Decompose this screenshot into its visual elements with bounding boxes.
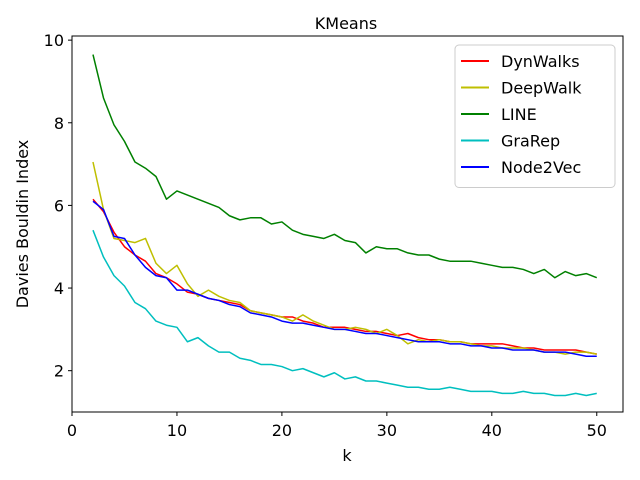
y-tick-label: 6 xyxy=(54,196,64,215)
y-axis: 2 4 6 8 10 xyxy=(44,31,72,381)
legend-label-node2vec: Node2Vec xyxy=(501,158,581,177)
chart-title: KMeans xyxy=(315,14,377,33)
y-tick-label: 4 xyxy=(54,279,64,298)
series-line-dynwalks xyxy=(92,198,597,355)
y-axis-label: Davies Bouldin Index xyxy=(13,140,32,309)
x-tick-label: 30 xyxy=(377,421,397,440)
plot-frame xyxy=(71,35,624,413)
x-tick-label: 0 xyxy=(67,421,77,440)
legend-label-deepwalk: DeepWalk xyxy=(501,79,582,98)
x-tick-label: 20 xyxy=(272,421,292,440)
plot-lines xyxy=(92,54,598,397)
legend-label-dynwalks: DynWalks xyxy=(501,52,580,71)
x-tick-label: 50 xyxy=(587,421,607,440)
series-line-grarep xyxy=(92,229,597,397)
legend-label-grarep: GraRep xyxy=(501,132,560,151)
legend-label-line: LINE xyxy=(501,105,537,124)
x-tick-label: 40 xyxy=(482,421,502,440)
x-tick-label: 10 xyxy=(167,421,187,440)
legend-box xyxy=(454,44,616,188)
y-tick-label: 8 xyxy=(54,114,64,133)
series-line-node2vec xyxy=(92,200,597,357)
legend: DynWalks DeepWalk LINE GraRep Node2Vec xyxy=(454,44,616,188)
x-axis: 0 10 20 30 40 50 xyxy=(67,412,607,440)
x-axis-label: k xyxy=(342,446,352,465)
y-tick-label: 10 xyxy=(44,31,64,50)
series-line-line xyxy=(92,54,598,279)
y-tick-label: 2 xyxy=(54,362,64,381)
